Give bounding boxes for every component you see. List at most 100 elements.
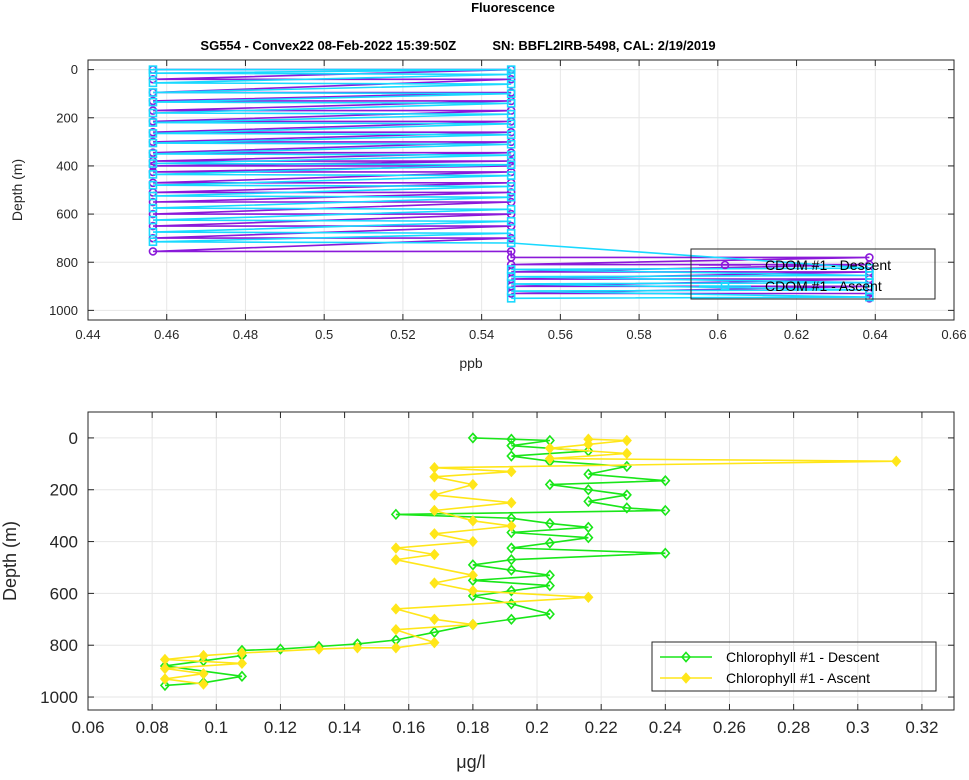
y-tick-label: 200 <box>56 110 78 125</box>
cdom-1-ascent-point <box>148 170 158 179</box>
y-axis-label: Depth (m) <box>9 159 25 221</box>
chlorophyll-1-ascent-point <box>390 553 401 566</box>
cdom-1-ascent-point <box>506 229 516 238</box>
chlorophyll-1-descent-point <box>506 439 517 452</box>
legend-label: Chlorophyll #1 - Ascent <box>726 670 870 686</box>
chlorophyll-1-ascent-point <box>544 452 555 465</box>
legend: Chlorophyll #1 - Descent Chlorophyll #1 -… <box>651 641 937 692</box>
chlorophyll-1-ascent-point <box>390 623 401 636</box>
cdom-1-ascent-point <box>506 65 516 74</box>
chlorophyll-1-ascent-point <box>429 528 440 540</box>
chlorophyll-1-descent-point <box>467 574 478 587</box>
x-tick-label: 0.5 <box>315 327 333 342</box>
series-layer <box>148 65 874 303</box>
x-tick-label: 0.62 <box>784 327 809 342</box>
chlorophyll-1-descent-point <box>660 504 671 517</box>
y-tick-label: 0 <box>69 429 78 448</box>
x-tick-label: 0.2 <box>525 718 549 737</box>
cdom-1-ascent-point <box>148 78 158 88</box>
chlorophyll-1-descent-point <box>390 508 401 521</box>
x-axis-label: μg/l <box>456 752 485 772</box>
legend-marker <box>720 281 730 291</box>
chlorophyll-1-descent-point <box>506 564 517 576</box>
chlorophyll-1-descent-point <box>660 474 671 487</box>
chlorophyll-1-descent-point <box>506 613 517 626</box>
chlorophyll-1-descent-point <box>236 670 248 683</box>
chlorophyll-1-ascent-point <box>159 673 171 685</box>
y-tick-label: 1000 <box>49 303 78 318</box>
x-tick-label: 0.08 <box>136 718 169 737</box>
x-tick-label: 0.3 <box>846 718 870 737</box>
chlorophyll-1-ascent-point <box>236 657 248 670</box>
chlorophyll-1-ascent-point <box>159 653 171 666</box>
chlorophyll-1-descent-point <box>621 489 632 501</box>
chlorophyll-1-descent-point <box>506 585 517 597</box>
chlorophyll-1-ascent-point <box>583 433 594 445</box>
chlorophyll-1-ascent-point <box>198 668 209 680</box>
figure-subtitle: SG554 - Convex22 08-Feb-2022 15:39:50Z S… <box>200 38 715 53</box>
x-tick-label: 0.06 <box>71 718 104 737</box>
chlorophyll-1-ascent-point <box>236 647 248 659</box>
y-tick-label: 600 <box>56 207 78 222</box>
cdom-1-ascent-point <box>506 119 516 129</box>
chlorophyll-1-descent-point <box>621 502 632 514</box>
cdom-1-descent-point <box>148 221 158 231</box>
cdom-1-ascent-point <box>506 160 516 170</box>
cdom-1-descent-point <box>506 74 516 84</box>
cdom-1-descent-point <box>148 197 158 207</box>
x-tick-label: 0.16 <box>392 718 425 737</box>
cdom-1-ascent-point <box>865 263 874 273</box>
cdom-1-ascent-point <box>506 70 516 79</box>
chlorophyll-1-descent-point <box>544 579 555 592</box>
cdom-1-descent-point <box>148 247 158 256</box>
cdom-1-ascent-point <box>148 97 158 107</box>
cdom-1-ascent-point <box>506 109 516 119</box>
chlorophyll-1-descent-point <box>660 547 671 559</box>
chlorophyll-1-ascent-point <box>429 504 440 517</box>
chlorophyll-1-descent-point <box>544 478 555 491</box>
x-tick-label: 0.46 <box>154 327 179 342</box>
chlorophyll-1-descent-point <box>506 450 517 462</box>
cdom-1-ascent-point <box>148 215 158 225</box>
x-tick-label: 0.54 <box>469 327 494 342</box>
x-tick-label: 0.58 <box>626 327 651 342</box>
cdom-1-ascent-point <box>148 191 158 201</box>
chlorophyll-1-descent-point <box>275 643 286 655</box>
chlorophyll-1-descent-point <box>467 590 478 602</box>
chlorophyll-1-ascent-point <box>583 591 594 603</box>
series-layer <box>159 432 902 692</box>
axes-box <box>87 59 955 321</box>
legend-label: CDOM #1 - Descent <box>765 257 891 273</box>
legend-marker <box>680 672 692 684</box>
cdom-1-ascent-point <box>148 138 158 148</box>
cdom-1-ascent-point <box>506 216 516 226</box>
chlorophyll-1-ascent-point <box>621 447 632 460</box>
y-tick-label: 600 <box>50 584 78 603</box>
chlorophyll-1-ascent-point <box>506 520 517 532</box>
chlorophyll-1-descent-point <box>583 521 594 534</box>
chlorophyll-1-descent-point <box>506 553 517 566</box>
chlorophyll-1-descent-point <box>429 626 440 638</box>
cdom-1-ascent-point <box>506 204 516 214</box>
cdom-1-ascent-point <box>506 150 516 160</box>
x-tick-label: 0.22 <box>585 718 618 737</box>
cdom-1-descent-point <box>506 188 516 197</box>
chlorophyll-1-descent-point <box>506 542 517 554</box>
cdom-1-ascent-point <box>148 237 158 247</box>
cdom-1-descent-point <box>506 247 516 256</box>
chlorophyll-1-ascent-point <box>467 585 478 597</box>
y-axis-label: Depth (m) <box>0 521 20 601</box>
x-tick-label: 0.14 <box>328 718 361 737</box>
chlorophyll-1-descent-point <box>467 559 478 571</box>
y-tick-label: 0 <box>71 62 78 77</box>
cdom-1-ascent-point <box>506 238 516 248</box>
cdom-chart: 0.44 0.46 0.48 0.5 0.52 0.54 0.56 0.58 0.6 0.62 0.… <box>9 59 967 371</box>
cdom-1-ascent-point <box>148 203 158 213</box>
chlorophyll-1-descent-point <box>583 484 594 496</box>
chlorophyll-1-descent-point <box>583 468 594 480</box>
chlorophyll-1-ascent-point <box>467 535 478 548</box>
chlorophyll-1-ascent-point <box>891 455 902 467</box>
chlorophyll-1-ascent-point <box>313 643 325 655</box>
cdom-1-ascent-point <box>506 130 516 139</box>
